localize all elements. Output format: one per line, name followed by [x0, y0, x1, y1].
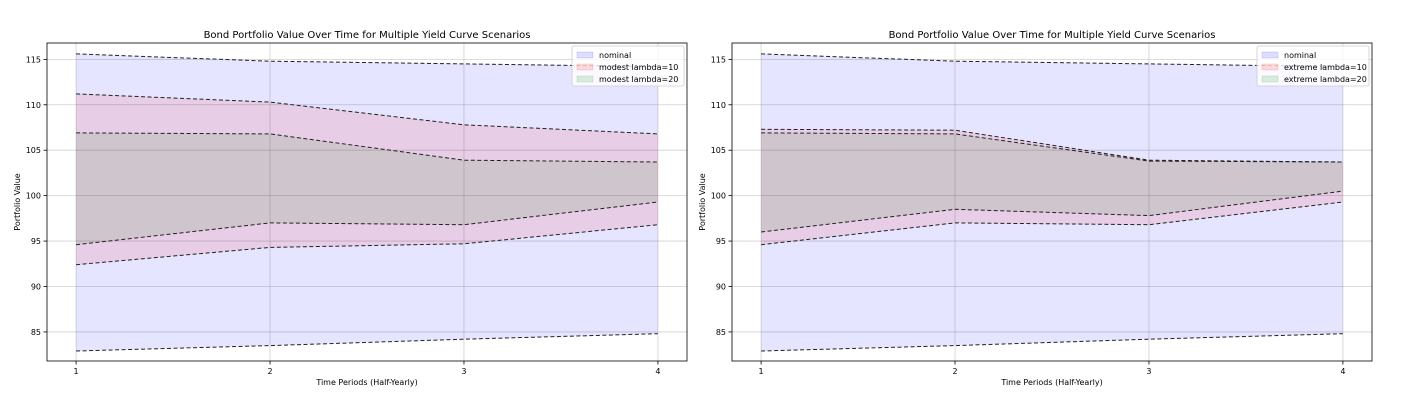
y-tick-label: 85: [716, 328, 726, 337]
chart-panel-left: Bond Portfolio Value Over Time for Multi…: [13, 30, 688, 387]
x-tick-label: 3: [461, 367, 466, 376]
chart-title: Bond Portfolio Value Over Time for Multi…: [889, 30, 1216, 41]
band-nominal: [76, 53, 658, 352]
y-axis-label: Portfolio Value: [13, 173, 22, 231]
x-tick-label: 2: [952, 367, 957, 376]
x-tick-label: 2: [267, 367, 272, 376]
band-modest-lambda-10: [76, 93, 658, 265]
legend-swatch: [1261, 63, 1279, 71]
legend-swatch: [576, 75, 594, 83]
legend-swatch: [576, 63, 594, 71]
legend-label: extreme lambda=10: [1284, 63, 1367, 72]
band-nominal: [761, 53, 1343, 352]
legend-box: [1256, 45, 1370, 87]
y-tick-label: 115: [26, 55, 41, 64]
plot-frame: [46, 42, 688, 362]
y-tick-label: 90: [716, 282, 726, 291]
legend-label: modest lambda=10: [599, 63, 678, 72]
legend-swatch: [576, 51, 594, 59]
x-axis-label: Time Periods (Half-Yearly): [315, 378, 417, 387]
y-axis-label: Portfolio Value: [698, 173, 707, 231]
x-tick-label: 1: [74, 367, 79, 376]
legend-label: nominal: [1284, 51, 1316, 60]
y-tick-label: 115: [711, 55, 726, 64]
chart-right-svg: Bond Portfolio Value Over Time for Multi…: [698, 30, 1373, 387]
lower-bound-line: [76, 201, 658, 246]
y-tick-label: 95: [31, 237, 41, 246]
legend-swatch: [1261, 75, 1279, 83]
lower-bound-line: [761, 201, 1343, 246]
y-tick-label: 105: [711, 146, 726, 155]
legend-label: nominal: [599, 51, 631, 60]
y-tick-label: 110: [711, 101, 726, 110]
band-extreme-lambda-20: [761, 132, 1343, 232]
band-extreme-lambda-10: [761, 129, 1343, 245]
y-tick-label: 100: [26, 192, 41, 201]
legend: nominal extreme lambda=10 extreme lambda=2…: [1256, 45, 1370, 87]
legend-label: extreme lambda=20: [1284, 75, 1367, 84]
legend-label: modest lambda=20: [599, 75, 678, 84]
legend: nominal modest lambda=10 modest lambda=20: [571, 45, 685, 87]
legend-swatch: [1261, 51, 1279, 59]
chart-title: Bond Portfolio Value Over Time for Multi…: [204, 30, 531, 41]
y-tick-label: 90: [31, 282, 41, 291]
y-tick-label: 110: [26, 101, 41, 110]
x-tick-label: 1: [759, 367, 764, 376]
x-axis-label: Time Periods (Half-Yearly): [1000, 378, 1102, 387]
y-tick-label: 105: [26, 146, 41, 155]
chart-left-svg: Bond Portfolio Value Over Time for Multi…: [13, 30, 688, 387]
x-tick-label: 4: [1340, 367, 1345, 376]
plot-frame: [731, 42, 1373, 362]
y-tick-label: 100: [711, 192, 726, 201]
lower-bound-line: [761, 190, 1343, 233]
y-tick-label: 95: [716, 237, 726, 246]
x-tick-label: 3: [1146, 367, 1151, 376]
legend-box: [571, 45, 685, 87]
x-tick-label: 4: [655, 367, 660, 376]
y-tick-label: 85: [31, 328, 41, 337]
chart-panel-right: Bond Portfolio Value Over Time for Multi…: [685, 0, 1387, 408]
